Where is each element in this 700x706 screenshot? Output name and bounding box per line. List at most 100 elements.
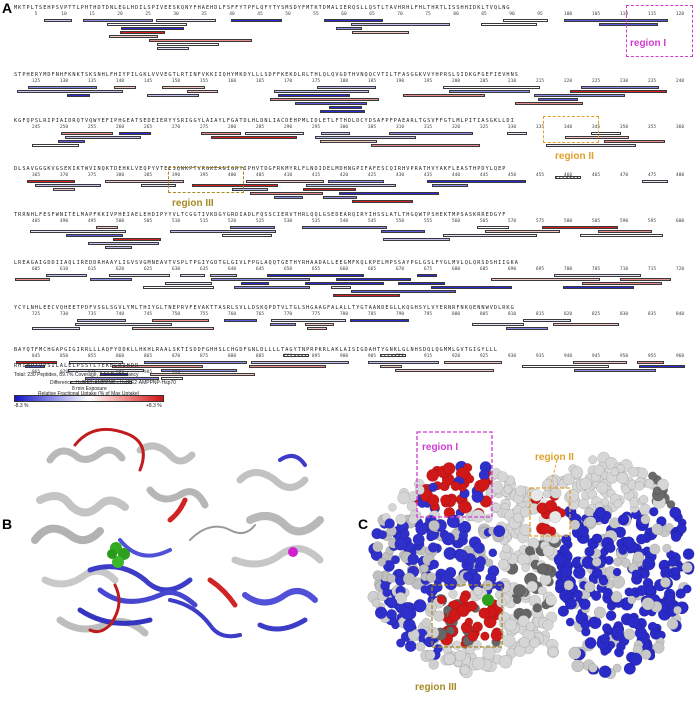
- peptide-bar: [112, 365, 203, 368]
- residue-tick: 230: [619, 79, 629, 84]
- peptide-bar: [271, 319, 346, 322]
- peptide-bar: [432, 184, 468, 187]
- residue-tick: 645: [255, 267, 265, 272]
- residue-tick: 175: [311, 79, 321, 84]
- surface-region-ii-box: [529, 487, 571, 537]
- residue-tick: 520: [227, 219, 237, 224]
- peptide-bar: [538, 98, 578, 101]
- peptide-bar: [119, 132, 151, 135]
- panel-label-b: B: [2, 516, 13, 532]
- residue-tick: 815: [535, 312, 545, 317]
- peptide-bar: [170, 230, 276, 233]
- residue-tick: 415: [311, 173, 321, 178]
- residue-tick: 70: [397, 12, 403, 17]
- residue-tick: 590: [619, 219, 629, 224]
- peptide-bar: [522, 365, 609, 368]
- residue-tick: 355: [647, 125, 657, 130]
- peptide-bar: [642, 180, 668, 183]
- peptide-bar: [380, 365, 402, 368]
- peptide-bar: [75, 323, 172, 326]
- residue-tick: 360: [675, 125, 685, 130]
- residue-tick: 540: [339, 219, 349, 224]
- peptide-bar: [523, 319, 571, 322]
- peptide-bar: [17, 90, 123, 93]
- residue-tick: 545: [367, 219, 377, 224]
- residue-tick: 220: [563, 79, 573, 84]
- residue-tick: 960: [675, 354, 685, 359]
- peptide-bar: [241, 282, 269, 285]
- residue-tick: 225: [591, 79, 601, 84]
- peptide-bar: [598, 230, 652, 233]
- peptide-bar: [147, 94, 199, 97]
- residue-tick: 440: [451, 173, 461, 178]
- peptide-bar: [599, 23, 658, 26]
- residue-tick: 575: [535, 219, 545, 224]
- peptide-bar: [274, 196, 303, 199]
- residue-tick: 605: [31, 267, 41, 272]
- panel-label-a: A: [2, 0, 13, 16]
- residue-tick: 105: [591, 12, 601, 17]
- residue-tick: 900: [339, 354, 349, 359]
- residue-tick: 390: [171, 173, 181, 178]
- residue-tick: 410: [283, 173, 293, 178]
- residue-tick: 630: [171, 267, 181, 272]
- residue-tick: 240: [675, 79, 685, 84]
- residue-tick: 270: [171, 125, 181, 130]
- residue-tick: 780: [339, 312, 349, 317]
- residue-tick: 430: [395, 173, 405, 178]
- peptide-bar: [109, 35, 158, 38]
- residue-tick: 955: [647, 354, 657, 359]
- residue-tick: 810: [507, 312, 517, 317]
- residue-tick: 405: [255, 173, 265, 178]
- peptide-bar: [371, 144, 480, 147]
- residue-tick: 285: [255, 125, 265, 130]
- residue-tick: 50: [285, 12, 291, 17]
- peptide-bar: [352, 200, 413, 203]
- residue-tick: 165: [255, 79, 265, 84]
- residue-tick: 145: [143, 79, 153, 84]
- residue-tick: 265: [143, 125, 153, 130]
- residue-tick: 805: [479, 312, 489, 317]
- peptide-bar: [222, 234, 272, 237]
- exposure-label: 8 min Exposure: [72, 386, 107, 392]
- peptide-bar: [604, 140, 665, 143]
- residue-tick: 675: [423, 267, 433, 272]
- peptide-bar: [32, 144, 79, 147]
- residue-tick: 895: [311, 354, 321, 359]
- peptide-bar: [431, 286, 512, 289]
- region-i-box: [626, 5, 693, 57]
- peptide-bar: [574, 369, 656, 372]
- residue-tick: 275: [199, 125, 209, 130]
- peptide-bar: [581, 86, 659, 89]
- residue-tick: 970: [59, 370, 69, 375]
- region-ii-label: region II: [555, 151, 594, 162]
- residue-ticks-row-3: 245 250 255 260 265 270 275 280 285 290 295 300 305 3…: [14, 125, 686, 131]
- residue-tick: 485: [31, 219, 41, 224]
- peptide-bar: [329, 106, 362, 109]
- residue-tick: 725: [31, 312, 41, 317]
- residue-tick: 710: [619, 267, 629, 272]
- residue-tick: 740: [115, 312, 125, 317]
- peptide-bar: [274, 90, 369, 93]
- residue-tick: 100: [563, 12, 573, 17]
- peptide-bar: [303, 188, 356, 191]
- residue-tick: 790: [395, 312, 405, 317]
- peptide-bar: [336, 27, 362, 30]
- residue-tick: 120: [675, 12, 685, 17]
- peptide-bar: [307, 327, 327, 330]
- residue-tick: 620: [115, 267, 125, 272]
- peptide-bar: [582, 282, 662, 285]
- peptide-bar: [580, 234, 663, 237]
- peptide-bar: [368, 361, 439, 364]
- sequence-row-2: STPHERYMDFNHFKNKTSKSNHLFHIYPILGKLVVVEGTL…: [14, 72, 519, 78]
- residue-tick: 595: [647, 219, 657, 224]
- residue-tick: 930: [507, 354, 517, 359]
- residue-tick: 730: [59, 312, 69, 317]
- sequence-row-1: MKTPLTSEHPSVPTTLPHTHDTDNLEGLHDILSPIVEESK…: [14, 5, 511, 11]
- peptide-bar: [306, 184, 396, 187]
- residue-tick: 875: [199, 354, 209, 359]
- residue-ticks-row-1: 5 10 15 20 25 30 35 40 45 50 55 60 65 70 75 80 85 90 95 100…: [14, 12, 686, 18]
- peptide-bar: [398, 282, 445, 285]
- peptide-bar: [553, 323, 619, 326]
- unresolved-peptide-bar: [380, 354, 406, 357]
